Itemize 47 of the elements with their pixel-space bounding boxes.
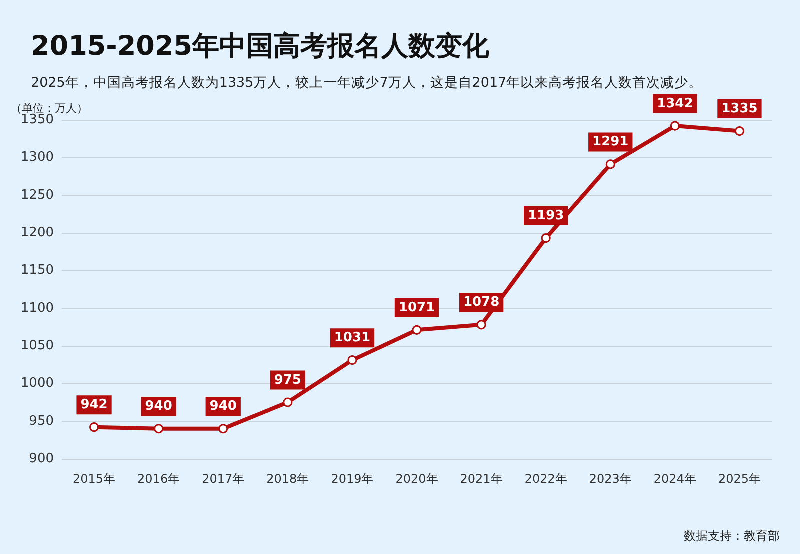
chart-title: 2015-2025年中国高考报名人数变化	[31, 31, 490, 62]
x-tick-label: 2018年	[266, 472, 310, 486]
y-tick-label: 1050	[20, 338, 54, 354]
data-label: 1071	[398, 300, 436, 316]
point	[670, 121, 680, 131]
x-tick-label: 2020年	[396, 472, 438, 486]
data-label: 942	[80, 398, 108, 413]
y-tick-label: 1200	[20, 226, 54, 240]
point	[541, 234, 551, 244]
chart-subtitle: 2025年，中国高考报名人数为1335万人，较上一年减少7万人，这是自2017年以来高考报名人数首次减少。	[31, 75, 703, 91]
x-tick-label: 2025年	[718, 472, 761, 486]
point	[154, 424, 164, 434]
x-tick-label: 2017年	[202, 472, 245, 486]
data-label: 975	[274, 372, 302, 388]
x-tick-label: 2021年	[460, 472, 503, 486]
y-axis-title: （单位：万人）	[11, 102, 88, 115]
x-tick-label: 2015年	[73, 472, 116, 486]
data-label: 1031	[334, 330, 371, 346]
data-label: 1193	[528, 208, 564, 224]
y-tick-label: 1100	[20, 300, 54, 316]
x-tick-label: 2022年	[524, 472, 568, 486]
data-label: 940	[210, 399, 237, 414]
point	[283, 398, 293, 408]
y-tick-label: 1250	[20, 188, 54, 203]
y-tick-label: 900	[29, 452, 54, 466]
point	[734, 126, 744, 136]
data-label: 1342	[657, 96, 694, 112]
data-label: 940	[145, 399, 172, 414]
x-tick-label: 2023年	[589, 472, 632, 486]
data-label: 1291	[592, 134, 629, 150]
x-tick-label: 2019年	[331, 472, 374, 486]
x-tick-label: 2024年	[654, 472, 696, 486]
y-tick-label: 1150	[20, 263, 54, 278]
data-label: 1078	[463, 295, 500, 310]
y-tick-label: 1000	[20, 376, 54, 392]
x-tick-label: 2016年	[138, 472, 180, 486]
point	[606, 160, 616, 170]
point	[348, 356, 358, 366]
data-label: 1335	[722, 102, 758, 117]
point	[218, 424, 228, 434]
y-tick-label: 950	[29, 414, 54, 429]
point	[476, 320, 486, 330]
text: 数据支持：教育部	[684, 529, 780, 543]
point	[90, 422, 100, 432]
y-tick-label: 1300	[20, 150, 54, 166]
y-tick-label: 1350	[20, 112, 54, 128]
point	[412, 325, 422, 335]
